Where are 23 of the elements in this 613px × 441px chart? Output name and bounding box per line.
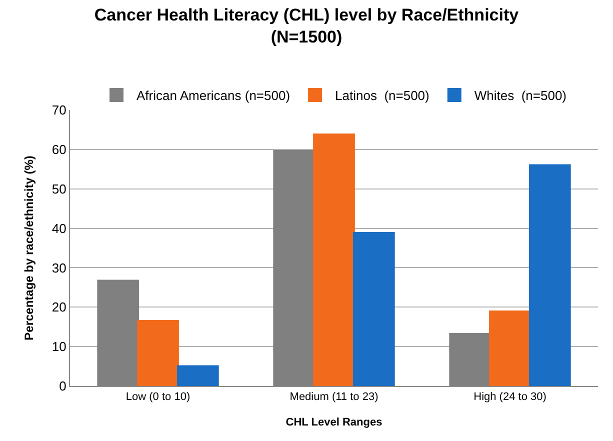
x-axis-title: CHL Level Ranges (286, 416, 382, 428)
x-tick-label: High (24 to 30) (474, 391, 546, 404)
legend-label: Latinos (n=500) (335, 88, 430, 104)
legend-label: African Americans (n=500) (136, 88, 290, 104)
legend-label: Whites (n=500) (474, 88, 566, 104)
y-tick-label: 70 (52, 102, 66, 118)
y-tick-label: 20 (52, 300, 66, 315)
y-tick-label: 30 (52, 260, 66, 276)
y-tick-label: 60 (52, 142, 66, 157)
bar (176, 365, 219, 386)
bar (313, 133, 355, 386)
bar (352, 232, 395, 386)
bar (137, 320, 179, 386)
y-tick-label: 50 (52, 181, 66, 196)
chart-title: Cancer Health Literacy (CHL) level by Race/Ethnicity (N=1500) (94, 5, 520, 46)
y-tick-label: 10 (52, 339, 66, 354)
bar (489, 310, 531, 386)
y-axis-title: Percentage by race/ethnicity (%) (22, 156, 36, 340)
y-tick-label: 0 (59, 378, 66, 394)
y-tick-label: 40 (52, 220, 66, 236)
x-tick-label: Medium (11 to 23) (290, 391, 378, 404)
bar (528, 164, 571, 386)
x-tick-label: Low (0 to 10) (126, 391, 190, 404)
